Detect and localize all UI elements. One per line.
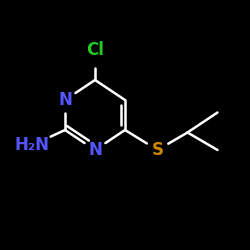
Text: Cl: Cl [86, 41, 104, 59]
Text: N: N [88, 141, 102, 159]
Text: H₂N: H₂N [15, 136, 50, 154]
Text: S: S [152, 141, 164, 159]
Text: N: N [58, 91, 72, 109]
